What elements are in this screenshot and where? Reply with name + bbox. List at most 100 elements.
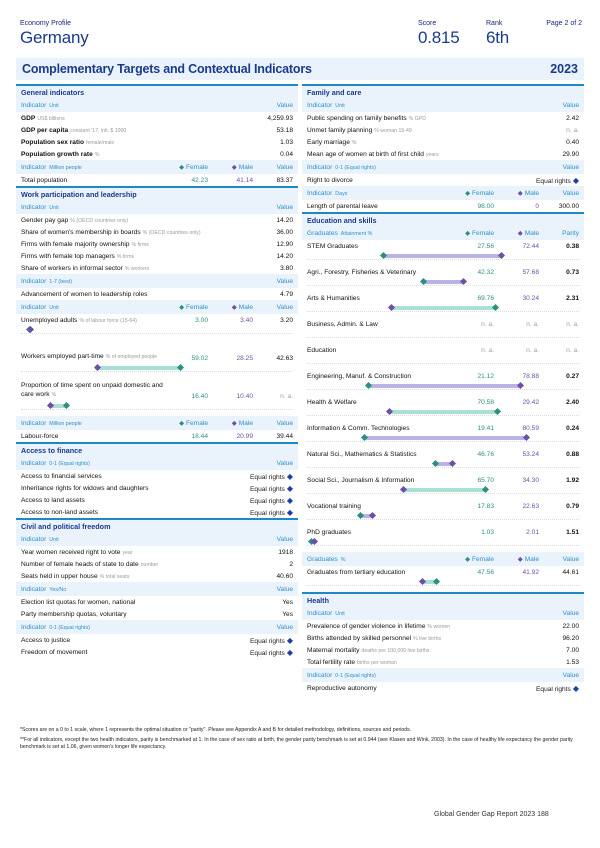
table-header: Indicator Unit Value: [302, 606, 584, 620]
left-column: General indicators Indicator Unit Value G…: [16, 84, 298, 658]
table-row: Mean age of women at birth of first chil…: [307, 150, 579, 158]
male-diamond-icon: ◆: [517, 556, 523, 563]
table-header: Indicator 0-1 (Equal rights) Value: [302, 160, 584, 174]
table-header: Indicator Million people ◆ Female ◆ Male …: [16, 416, 298, 430]
table-row: Births attended by skilled personnel% li…: [307, 634, 579, 642]
score-value: 0.815: [418, 28, 460, 47]
table-row: Maternal mortality deaths per 100,000 liv…: [307, 646, 579, 654]
gender-gap-bar: [307, 511, 579, 520]
male-diamond-icon: ◆: [231, 420, 237, 427]
table-row: Party membership quotas, voluntary Yes: [21, 610, 293, 618]
table-row: Prevalence of gender violence in lifetim…: [307, 622, 579, 630]
table-row: Social Sci., Journalism & Information 65.…: [307, 476, 579, 484]
equal-rights-diamond-icon: ◆: [286, 507, 293, 517]
table-row: Freedom of movement Equal rights ◆: [21, 647, 293, 657]
table-header: Indicator 0-1 (Equal rights) Value: [16, 620, 298, 634]
table-row: Population growth rate% 0.04: [21, 150, 293, 158]
table-row: Gender pay gap% (OECD countries only) 14.…: [21, 216, 293, 224]
table-row: Reproductive autonomy Equal rights ◆: [307, 683, 579, 693]
gender-gap-bar: [307, 277, 579, 286]
table-header: Indicator 1-7 (best) Value: [16, 274, 298, 288]
family-care-title: Family and care: [302, 84, 584, 98]
footnotes: *Scores are on a 0 to 1 scale, where 1 r…: [20, 727, 580, 754]
table-row: STEM Graduates 27.56 72.44 0.38: [307, 242, 579, 250]
economy-profile-label: Economy Profile: [20, 20, 71, 27]
equal-rights-diamond-icon: ◆: [286, 647, 293, 657]
table-row: Education n. a. n. a. n. a.: [307, 346, 579, 354]
table-row: Proportion of time spent on unpaid domes…: [21, 382, 293, 400]
gender-gap-bar: [21, 325, 293, 334]
male-diamond-icon: ◆: [517, 190, 523, 197]
table-row: Agri., Forestry, Fisheries & Veterinary 4…: [307, 268, 579, 276]
country-name: Germany: [20, 28, 89, 47]
table-header: Indicator Unit ◆ Female ◆ Male Value: [16, 300, 298, 314]
access-to-finance-title: Access to finance: [16, 442, 298, 456]
work-participation-title: Work participation and leadership: [16, 186, 298, 200]
male-diamond-icon: ◆: [231, 304, 237, 311]
table-row: Advancement of women to leadership roles…: [21, 290, 293, 298]
equal-rights-diamond-icon: ◆: [286, 635, 293, 645]
table-row: Labour-force 18.44 20.99 39.44: [21, 432, 293, 440]
gender-gap-bar: [307, 433, 579, 442]
table-header: Indicator 0-1 (Equal rights) Value: [302, 668, 584, 682]
health-title: Health: [302, 592, 584, 606]
general-indicators-title: General indicators: [16, 84, 298, 98]
table-row: Length of parental leave 98.00 0 300.00: [307, 202, 579, 210]
table-row: PhD graduates 1.03 2.01 1.51: [307, 528, 579, 536]
table-row: Number of female heads of state to date n…: [21, 560, 293, 568]
table-row: Firms with female top managers% firms 14.…: [21, 252, 293, 260]
table-row: Share of workers in informal sector% wor…: [21, 264, 293, 272]
table-row: Graduates from tertiary education 47.56 41…: [307, 568, 579, 576]
table-row: GDP US$ billions 4,259.93: [21, 114, 293, 122]
table-row: Unmet family planning% woman 15-49 n. a.: [307, 126, 579, 134]
gender-gap-bar: [307, 356, 579, 364]
male-diamond-icon: ◆: [517, 230, 523, 237]
table-header: Indicator Million people ◆ Female ◆ Male …: [16, 160, 298, 174]
female-diamond-icon: ◆: [465, 556, 471, 563]
page-indicator: Page 2 of 2: [546, 20, 582, 27]
indicator-label: Indicator: [21, 101, 47, 109]
table-row: Unemployed adults% of labour force (15-6…: [21, 316, 293, 324]
section-banner: Complementary Targets and Contextual Ind…: [16, 58, 584, 80]
table-row: Public spending on family benefits% GPD 2…: [307, 114, 579, 122]
female-diamond-icon: ◆: [465, 190, 471, 197]
gender-gap-bar: [307, 459, 579, 468]
footnote-2: **For all indicators, except the two hea…: [20, 737, 573, 750]
table-header: Indicator Days ◆ Female ◆ Male Value: [302, 186, 584, 200]
table-row: Total population 42.23 41.14 83.37: [21, 176, 293, 184]
banner-title: Complementary Targets and Contextual Ind…: [22, 62, 312, 76]
equal-rights-diamond-icon: ◆: [286, 495, 293, 505]
table-row: Natural Sci., Mathematics & Statistics 46…: [307, 450, 579, 458]
table-row: Population sex ratio female/male 1.03: [21, 138, 293, 146]
gender-gap-bar: [307, 485, 579, 494]
table-row: Health & Welfare 70.58 29.42 2.40: [307, 398, 579, 406]
table-header: Graduates Attainment % ◆ Female ◆ Male Pa…: [302, 226, 584, 240]
table-row: GDP per capita constant '17, intl. $ 1000…: [21, 126, 293, 134]
table-row: Seats held in upper house% total seats 40…: [21, 572, 293, 580]
table-row: Election list quotas for women, national…: [21, 598, 293, 606]
table-header: Indicator Unit Value: [16, 200, 298, 214]
gender-gap-bar: [307, 537, 579, 546]
table-header: Indicator Unit Value: [302, 98, 584, 112]
right-column: Family and care Indicator Unit Value Publ…: [302, 84, 584, 694]
table-row: Year women received right to vote year 191…: [21, 548, 293, 556]
table-row: Access to land assets Equal rights ◆: [21, 495, 293, 505]
female-diamond-icon: ◆: [179, 164, 185, 171]
value-label: Value: [276, 101, 293, 109]
education-skills-title: Education and skills: [302, 212, 584, 226]
gender-gap-bar: [21, 363, 293, 372]
gender-gap-bar: [21, 401, 293, 410]
female-diamond-icon: ◆: [179, 420, 185, 427]
gender-gap-bar: [307, 577, 579, 586]
table-row: Inheritance rights for widows and daught…: [21, 483, 293, 493]
table-header: Indicator Unit Value: [16, 98, 298, 112]
table-header: Indicator Unit Value: [16, 532, 298, 546]
unit-label: Unit: [49, 102, 59, 109]
table-row: Engineering, Manuf. & Construction 21.12 7…: [307, 372, 579, 380]
female-diamond-icon: ◆: [179, 304, 185, 311]
civil-political-freedom-title: Civil and political freedom: [16, 518, 298, 532]
rank-label: Rank: [486, 20, 503, 27]
rank-value: 6th: [486, 28, 510, 47]
table-row: Workers employed part-time% of employed …: [21, 353, 293, 362]
equal-rights-diamond-icon: ◆: [286, 471, 293, 481]
